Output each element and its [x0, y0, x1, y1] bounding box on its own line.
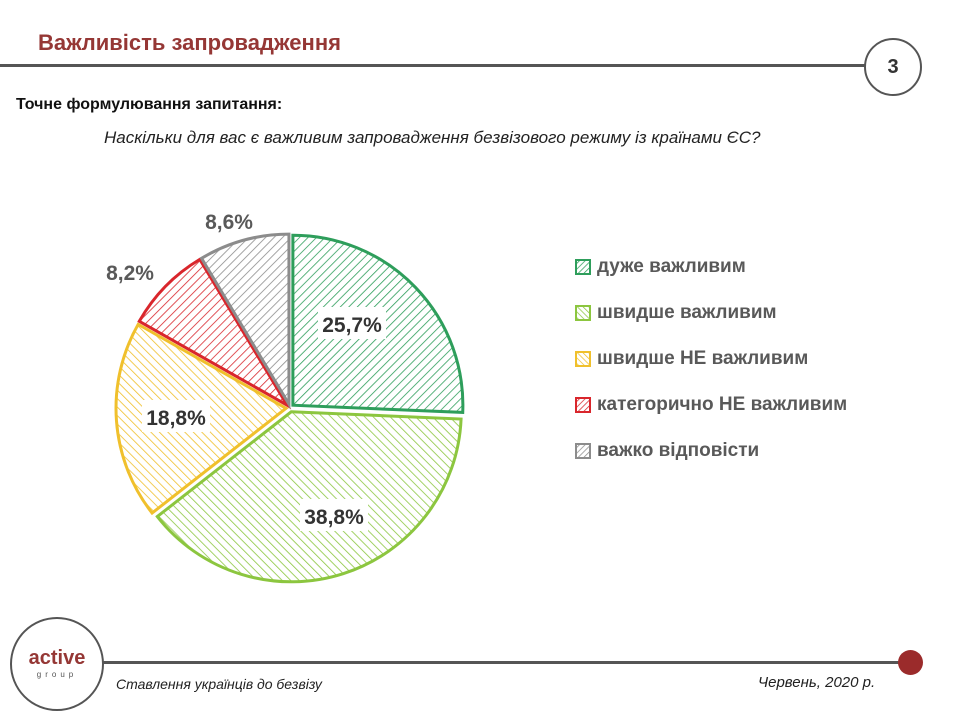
legend-label: важко відповісти	[597, 439, 760, 461]
data-label-bg	[318, 307, 386, 339]
legend-item: швидше НЕ важливим	[575, 322, 847, 395]
question-text: Наскільки для вас є важливим запроваджен…	[104, 128, 761, 147]
legend-swatch-icon	[575, 442, 591, 459]
legend-swatch-icon	[575, 350, 591, 367]
data-label: 8,6%	[205, 211, 253, 234]
footer-subject: Ставлення українців до безвізу	[116, 676, 322, 692]
data-label: 18,8%	[146, 407, 206, 430]
pie-chart: 25,7% 38,8% 18,8% 8,2% 8,6%	[106, 211, 465, 584]
legend-item: категорично НЕ важливим	[575, 368, 847, 441]
legend-item: важко відповісти	[575, 414, 847, 487]
data-label: 25,7%	[322, 314, 382, 337]
data-label: 38,8%	[304, 506, 364, 529]
legend-swatch-icon	[575, 258, 591, 275]
footer-divider	[102, 661, 902, 664]
pie-slice	[137, 257, 292, 410]
slide-title: Важливість запровадження	[38, 30, 341, 55]
data-label: 8,2%	[106, 262, 154, 285]
logo-text: active	[28, 647, 86, 669]
question-label: Точне формулювання запитання:	[16, 96, 283, 113]
footer-dot	[898, 650, 923, 675]
legend-item: швидше важливим	[575, 276, 847, 349]
legend-swatch-icon	[575, 396, 591, 413]
pie-slice	[155, 410, 463, 584]
logo: active group	[10, 617, 104, 711]
legend-label: категорично НЕ важливим	[597, 393, 848, 415]
data-label-bg	[300, 499, 368, 531]
legend-label: дуже важливим	[597, 255, 746, 277]
legend-swatch-icon	[575, 304, 591, 321]
pie-slice	[199, 232, 291, 410]
header-divider	[0, 64, 866, 67]
legend: дуже важливим швидше важливим швидше НЕ ва…	[575, 230, 847, 487]
legend-label: швидше НЕ важливим	[597, 347, 809, 369]
logo-subtext: group	[36, 670, 78, 679]
page-number: 3	[864, 38, 922, 96]
legend-label: швидше важливим	[597, 301, 777, 323]
footer-date: Червень, 2020 р.	[758, 674, 876, 691]
legend-item: дуже важливим	[575, 230, 847, 303]
data-label-bg	[142, 400, 210, 432]
